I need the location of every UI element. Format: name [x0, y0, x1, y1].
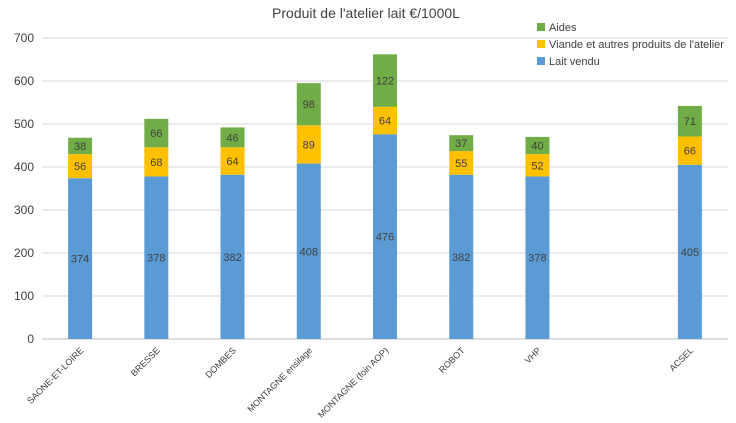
x-tick-label: MONTAGNE ensilage: [245, 345, 314, 414]
bar-segment: [220, 147, 245, 175]
bar-segment: [68, 154, 93, 179]
data-label: 55: [455, 158, 467, 170]
data-label: 408: [300, 246, 318, 258]
data-label: 382: [452, 252, 470, 264]
x-tick-label: BRESSE: [129, 345, 162, 378]
data-label: 378: [528, 253, 546, 265]
data-label: 66: [150, 128, 162, 140]
y-tick-label: 400: [14, 160, 34, 174]
data-label: 46: [226, 132, 238, 144]
bar-segment: [144, 176, 169, 339]
y-tick-label: 700: [14, 31, 34, 45]
bar-segment: [144, 147, 169, 177]
bar-segment: [373, 54, 397, 107]
x-tick-label: DOMBES: [203, 345, 238, 380]
bar-segment: [373, 106, 397, 135]
bar-segment: [296, 163, 321, 339]
bar-segment: [68, 178, 93, 339]
x-tick-label: MONTAGNE (foin AOP): [316, 345, 391, 420]
legend: Aides Viande et autres produits de l'atel…: [537, 22, 724, 68]
bar-segment: [220, 127, 245, 148]
bar-segment: [525, 136, 550, 155]
bar-segment: [449, 151, 474, 175]
data-label: 476: [376, 232, 394, 244]
x-axis: SAONE-ET-LOIRE BRESSE DOMBES MONTAGNE ensil…: [25, 345, 695, 420]
y-tick-label: 200: [14, 246, 34, 260]
y-tick-label: 100: [14, 289, 34, 303]
y-tick-label: 300: [14, 203, 34, 217]
data-label: 122: [376, 76, 394, 88]
x-tick-label: VHP: [523, 345, 543, 365]
data-label: 52: [531, 160, 543, 172]
y-axis: 0 100 200 300 400 500 600 700: [14, 31, 34, 346]
legend-label: Viande et autres produits de l'atelier: [549, 39, 724, 51]
data-label: 38: [74, 141, 86, 153]
data-label: 374: [71, 254, 89, 266]
legend-swatch: [537, 23, 545, 31]
x-tick-label: ACSEL: [667, 345, 695, 373]
y-tick-label: 600: [14, 74, 34, 88]
data-label: 56: [74, 161, 86, 173]
chart-title: Produit de l'atelier lait €/1000L: [272, 5, 460, 21]
bar-segment: [525, 154, 550, 177]
data-label: 66: [684, 146, 696, 158]
legend-swatch: [537, 57, 545, 65]
data-label: 68: [150, 157, 162, 169]
bar-segment: [373, 134, 397, 339]
legend-label: Aides: [549, 22, 577, 34]
data-label: 405: [681, 247, 699, 259]
data-label: 71: [684, 116, 696, 128]
bar-segment: [296, 83, 321, 126]
data-label: 89: [303, 139, 315, 151]
data-label: 64: [379, 116, 391, 128]
bar-segment: [677, 164, 702, 339]
bar-segment: [144, 118, 169, 148]
x-tick-label: ROBOT: [437, 345, 467, 375]
bar-segment: [68, 137, 93, 155]
data-label: 98: [303, 99, 315, 111]
data-label: 37: [455, 138, 467, 150]
data-label: 64: [226, 156, 238, 168]
x-tick-label: SAONE-ET-LOIRE: [25, 345, 85, 405]
y-tick-label: 0: [27, 332, 34, 346]
bar-segment: [525, 176, 550, 339]
data-label: 378: [147, 253, 165, 265]
bar-segment: [449, 135, 474, 152]
data-label: 40: [531, 141, 543, 153]
bar-segment: [677, 136, 702, 165]
bars: [68, 54, 702, 339]
bar-segment: [449, 174, 474, 339]
legend-label: Lait vendu: [549, 56, 600, 68]
bar-segment: [677, 105, 702, 137]
data-label: 382: [223, 252, 241, 264]
bar-segment: [296, 125, 321, 164]
legend-swatch: [537, 40, 545, 48]
bar-segment: [220, 174, 245, 339]
data-labels: 374 56 38 378 68 66 382 64 46 408 89 98 476 64 122 382 5…: [71, 76, 699, 266]
y-tick-label: 500: [14, 117, 34, 131]
